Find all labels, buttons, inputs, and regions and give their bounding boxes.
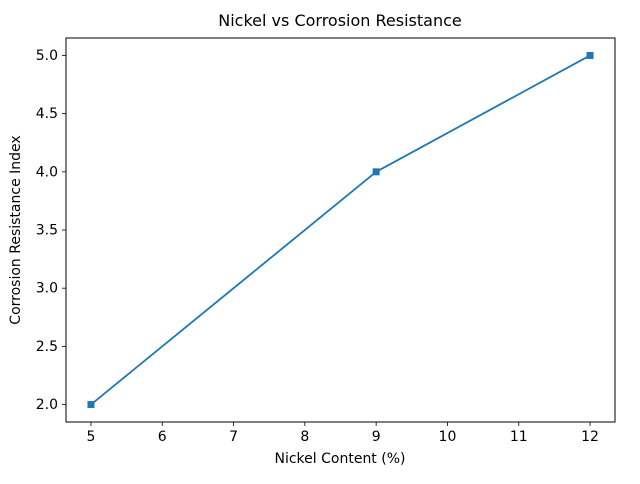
y-axis-label: Corrosion Resistance Index [8,135,24,324]
x-axis-label: Nickel Content (%) [275,451,406,467]
y-tick-label: 4.5 [36,106,58,122]
plot-area-border [65,37,616,423]
x-tick-label: 6 [158,429,167,445]
x-tick-label: 5 [86,429,95,445]
y-tick-label: 2.0 [36,397,58,413]
x-tick-label: 11 [510,429,528,445]
x-tick-label: 9 [372,429,381,445]
x-tick-label: 10 [439,429,457,445]
data-point-marker [586,51,594,59]
y-tick-label: 4.0 [36,164,58,180]
y-axis-ticks: 2.0 2.5 3.0 3.5 4.0 4.5 5.0 [36,48,66,413]
y-tick-label: 2.5 [36,339,58,355]
x-axis-ticks: 5 6 7 8 9 10 11 12 [86,422,599,445]
y-tick-label: 3.0 [36,281,58,297]
x-tick-label: 8 [300,429,309,445]
chart-title: Nickel vs Corrosion Resistance [218,11,461,30]
x-tick-label: 12 [581,429,599,445]
data-series [87,51,594,409]
series-line [90,54,591,406]
data-point-marker [87,401,95,409]
y-tick-label: 3.5 [36,223,58,239]
x-tick-label: 7 [229,429,238,445]
y-tick-label: 5.0 [36,48,58,64]
data-point-marker [372,168,380,176]
